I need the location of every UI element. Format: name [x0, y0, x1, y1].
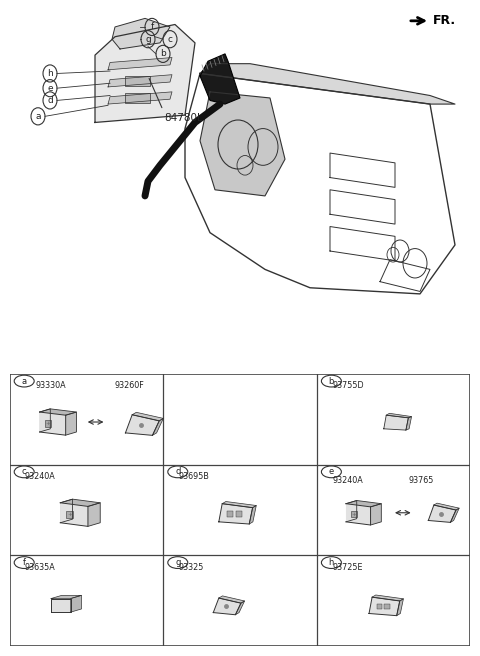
Text: 93635A: 93635A — [25, 563, 56, 571]
Bar — [125, 93, 150, 103]
Polygon shape — [71, 596, 82, 612]
Bar — [236, 511, 242, 518]
Polygon shape — [386, 413, 411, 418]
Polygon shape — [108, 58, 172, 70]
Polygon shape — [108, 75, 172, 87]
Text: +: + — [67, 512, 72, 517]
Polygon shape — [213, 598, 241, 615]
Text: 93325: 93325 — [179, 563, 204, 571]
Text: g: g — [145, 35, 151, 44]
Polygon shape — [200, 92, 285, 196]
Polygon shape — [108, 92, 172, 104]
Polygon shape — [39, 409, 76, 415]
Bar — [377, 604, 382, 609]
Polygon shape — [428, 505, 456, 522]
Polygon shape — [346, 501, 357, 522]
Text: FR.: FR. — [433, 14, 456, 28]
Polygon shape — [219, 596, 245, 603]
Polygon shape — [112, 18, 170, 49]
Polygon shape — [95, 24, 195, 123]
Text: 93240A: 93240A — [25, 472, 56, 481]
Polygon shape — [39, 409, 50, 432]
Polygon shape — [369, 597, 400, 616]
Polygon shape — [219, 504, 252, 524]
Polygon shape — [51, 596, 82, 598]
Polygon shape — [434, 503, 459, 510]
Polygon shape — [200, 64, 455, 104]
Text: h: h — [329, 558, 334, 567]
Polygon shape — [132, 413, 163, 421]
Text: 84780L: 84780L — [164, 113, 203, 123]
Text: d: d — [47, 96, 53, 105]
Polygon shape — [249, 506, 256, 524]
Polygon shape — [153, 419, 163, 436]
Polygon shape — [372, 595, 403, 601]
Polygon shape — [125, 415, 159, 436]
Polygon shape — [384, 415, 408, 430]
Polygon shape — [51, 598, 71, 612]
Text: b: b — [329, 377, 334, 386]
Text: 93695B: 93695B — [179, 472, 209, 481]
Bar — [125, 76, 150, 86]
Text: +: + — [352, 512, 357, 517]
Polygon shape — [66, 412, 76, 435]
Polygon shape — [406, 417, 411, 430]
Polygon shape — [39, 412, 66, 435]
Polygon shape — [346, 504, 371, 525]
Text: 93260F: 93260F — [114, 381, 144, 390]
Polygon shape — [450, 508, 459, 522]
Polygon shape — [60, 502, 88, 526]
Text: e: e — [47, 84, 53, 92]
Polygon shape — [346, 501, 381, 507]
Text: f: f — [150, 22, 154, 31]
Text: 93330A: 93330A — [36, 381, 66, 390]
Polygon shape — [235, 601, 245, 615]
Polygon shape — [222, 501, 256, 508]
Text: g: g — [175, 558, 180, 567]
Text: b: b — [160, 49, 166, 58]
Polygon shape — [60, 499, 100, 506]
Text: 93240A: 93240A — [332, 476, 363, 485]
Polygon shape — [60, 499, 72, 523]
Bar — [227, 511, 233, 518]
Bar — [66, 511, 73, 518]
Text: c: c — [22, 467, 26, 476]
Text: c: c — [168, 35, 172, 44]
Text: 93765: 93765 — [409, 476, 434, 485]
Bar — [351, 511, 357, 518]
Polygon shape — [371, 504, 381, 525]
Text: a: a — [35, 112, 41, 121]
Text: 93725E: 93725E — [332, 563, 363, 571]
Text: d: d — [175, 467, 180, 476]
Text: f: f — [23, 558, 26, 567]
Text: e: e — [329, 467, 334, 476]
Text: h: h — [47, 69, 53, 78]
Polygon shape — [200, 54, 240, 104]
Text: 93755D: 93755D — [332, 381, 364, 390]
Polygon shape — [88, 502, 100, 526]
Bar — [384, 604, 390, 609]
Bar — [45, 420, 51, 427]
Polygon shape — [396, 599, 403, 616]
Text: a: a — [22, 377, 27, 386]
Text: +: + — [46, 421, 50, 426]
